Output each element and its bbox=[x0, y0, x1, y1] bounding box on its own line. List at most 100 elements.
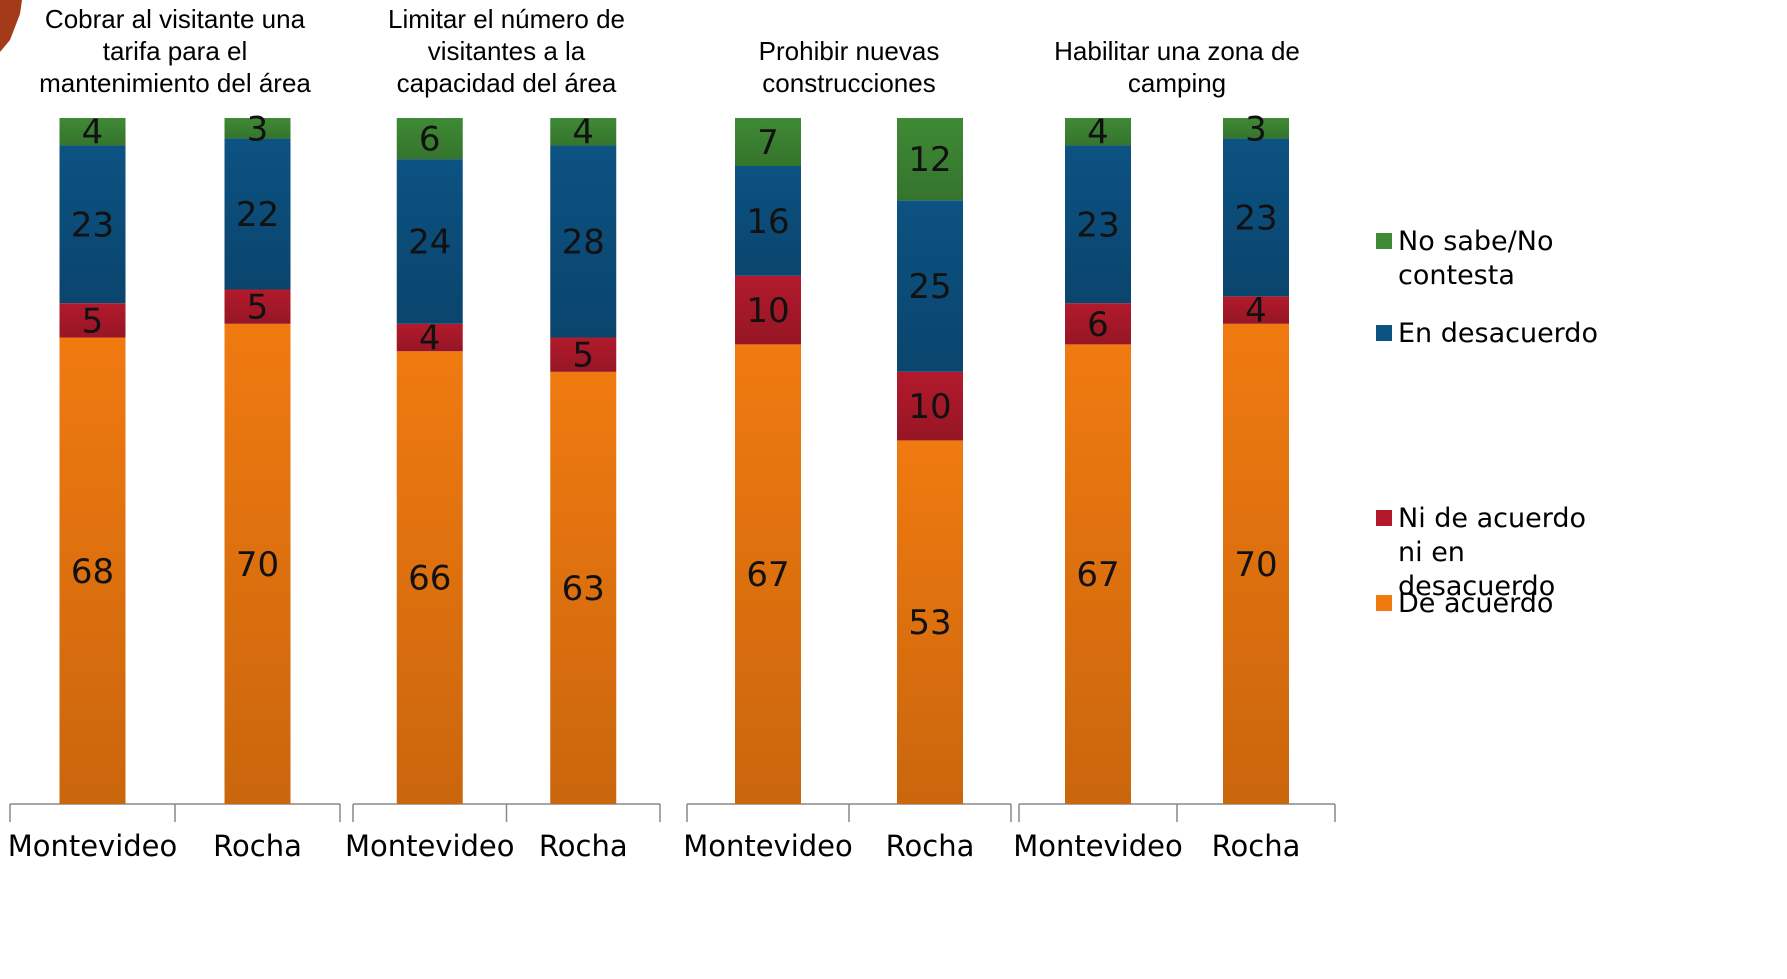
bar-segment-en-desacuerdo bbox=[735, 166, 801, 276]
category-label: Montevideo bbox=[1013, 829, 1183, 863]
data-label: 7 bbox=[757, 123, 779, 163]
bar-segment-de-acuerdo bbox=[1223, 323, 1289, 804]
category-label: Montevideo bbox=[345, 829, 515, 863]
bar-segment-no-sabe-no-contesta bbox=[224, 118, 291, 139]
panel-title-line: camping bbox=[1128, 68, 1226, 98]
data-label: 4 bbox=[1245, 291, 1267, 331]
bar-segment-no-sabe-no-contesta bbox=[396, 118, 463, 160]
category-label: Montevideo bbox=[8, 829, 178, 863]
panel-title-line: mantenimiento del área bbox=[39, 68, 311, 98]
panel-title-line: Prohibir nuevas bbox=[759, 36, 940, 66]
data-label: 68 bbox=[71, 552, 114, 592]
bar-segment-no-sabe-no-contesta bbox=[1065, 118, 1131, 146]
legend-label: ni en bbox=[1398, 537, 1465, 568]
bar-segment-en-desacuerdo bbox=[1223, 138, 1289, 297]
legend-swatch bbox=[1376, 510, 1392, 526]
legend-item-en-desacuerdo: En desacuerdo bbox=[1376, 318, 1598, 349]
data-label: 3 bbox=[247, 109, 269, 149]
data-label: 16 bbox=[746, 202, 789, 242]
bar-segment-ni-de-acuerdo-ni-en-desacuerdo bbox=[897, 371, 963, 441]
panel-title-line: construcciones bbox=[762, 68, 935, 98]
legend-swatch bbox=[1376, 595, 1392, 611]
bar-segment-no-sabe-no-contesta bbox=[59, 118, 126, 146]
data-label: 3 bbox=[1245, 109, 1267, 149]
data-label: 22 bbox=[236, 195, 279, 235]
legend-swatch bbox=[1376, 233, 1392, 249]
legend-label: contesta bbox=[1398, 260, 1515, 291]
legend-swatch bbox=[1376, 325, 1392, 341]
panel-title-line: Limitar el número de bbox=[388, 4, 625, 34]
data-label: 4 bbox=[1087, 113, 1109, 153]
bar-segment-en-desacuerdo bbox=[59, 145, 126, 304]
data-label: 25 bbox=[908, 267, 951, 307]
data-label: 5 bbox=[572, 336, 594, 376]
bar-segment-ni-de-acuerdo-ni-en-desacuerdo bbox=[1065, 303, 1131, 345]
category-label: Rocha bbox=[886, 829, 975, 863]
data-label: 23 bbox=[71, 205, 114, 245]
bar-segment-de-acuerdo bbox=[396, 351, 463, 804]
panel-title-line: tarifa para el bbox=[103, 36, 248, 66]
bar-segment-de-acuerdo bbox=[897, 440, 963, 804]
data-label: 24 bbox=[408, 222, 451, 262]
bar-segment-en-desacuerdo bbox=[396, 159, 463, 324]
data-label: 5 bbox=[247, 288, 269, 328]
data-label: 66 bbox=[408, 559, 451, 599]
data-label: 23 bbox=[1234, 198, 1277, 238]
category-label: Rocha bbox=[539, 829, 628, 863]
bar-segment-en-desacuerdo bbox=[550, 145, 617, 338]
legend-label: No sabe/No bbox=[1398, 226, 1553, 257]
bar-segment-de-acuerdo bbox=[1065, 344, 1131, 804]
bar-segment-ni-de-acuerdo-ni-en-desacuerdo bbox=[735, 275, 801, 345]
data-label: 63 bbox=[562, 569, 605, 609]
bar-segment-no-sabe-no-contesta bbox=[1223, 118, 1289, 139]
bar-segment-en-desacuerdo bbox=[897, 200, 963, 372]
bar-segment-de-acuerdo bbox=[59, 337, 126, 804]
category-label: Rocha bbox=[1212, 829, 1301, 863]
bar-segment-de-acuerdo bbox=[550, 371, 617, 804]
legend-label: Ni de acuerdo bbox=[1398, 503, 1586, 534]
bar-segment-ni-de-acuerdo-ni-en-desacuerdo bbox=[550, 337, 617, 372]
data-label: 70 bbox=[1234, 545, 1277, 585]
data-label: 10 bbox=[908, 387, 951, 427]
data-label: 4 bbox=[419, 319, 441, 359]
data-label: 23 bbox=[1076, 205, 1119, 245]
data-label: 6 bbox=[419, 120, 441, 160]
data-label: 53 bbox=[908, 603, 951, 643]
data-label: 4 bbox=[572, 113, 594, 153]
data-label: 10 bbox=[746, 291, 789, 331]
data-label: 6 bbox=[1087, 305, 1109, 345]
legend-label: En desacuerdo bbox=[1398, 318, 1598, 349]
data-label: 5 bbox=[82, 301, 104, 341]
data-label: 67 bbox=[1076, 555, 1119, 595]
bar-segment-de-acuerdo bbox=[735, 344, 801, 804]
legend-label: desacuerdo bbox=[1398, 571, 1555, 602]
data-label: 12 bbox=[908, 140, 951, 180]
panel-title-line: capacidad del área bbox=[397, 68, 617, 98]
data-label: 28 bbox=[562, 222, 605, 262]
category-label: Montevideo bbox=[683, 829, 853, 863]
bar-segment-ni-de-acuerdo-ni-en-desacuerdo bbox=[59, 303, 126, 338]
bar-segment-ni-de-acuerdo-ni-en-desacuerdo bbox=[224, 289, 291, 324]
bar-segment-ni-de-acuerdo-ni-en-desacuerdo bbox=[396, 323, 463, 352]
bar-segment-de-acuerdo bbox=[224, 323, 291, 804]
legend-item-de-acuerdo: De acuerdo bbox=[1376, 588, 1553, 619]
data-label: 67 bbox=[746, 555, 789, 595]
category-label: Rocha bbox=[213, 829, 302, 863]
bar-segment-ni-de-acuerdo-ni-en-desacuerdo bbox=[1223, 296, 1289, 324]
bar-segment-en-desacuerdo bbox=[224, 138, 291, 290]
panel-title-line: Habilitar una zona de bbox=[1054, 36, 1300, 66]
bar-segment-no-sabe-no-contesta bbox=[550, 118, 617, 146]
legend-label: De acuerdo bbox=[1398, 588, 1553, 619]
data-label: 70 bbox=[236, 545, 279, 585]
bar-segment-no-sabe-no-contesta bbox=[897, 118, 963, 201]
bar-segment-en-desacuerdo bbox=[1065, 145, 1131, 304]
